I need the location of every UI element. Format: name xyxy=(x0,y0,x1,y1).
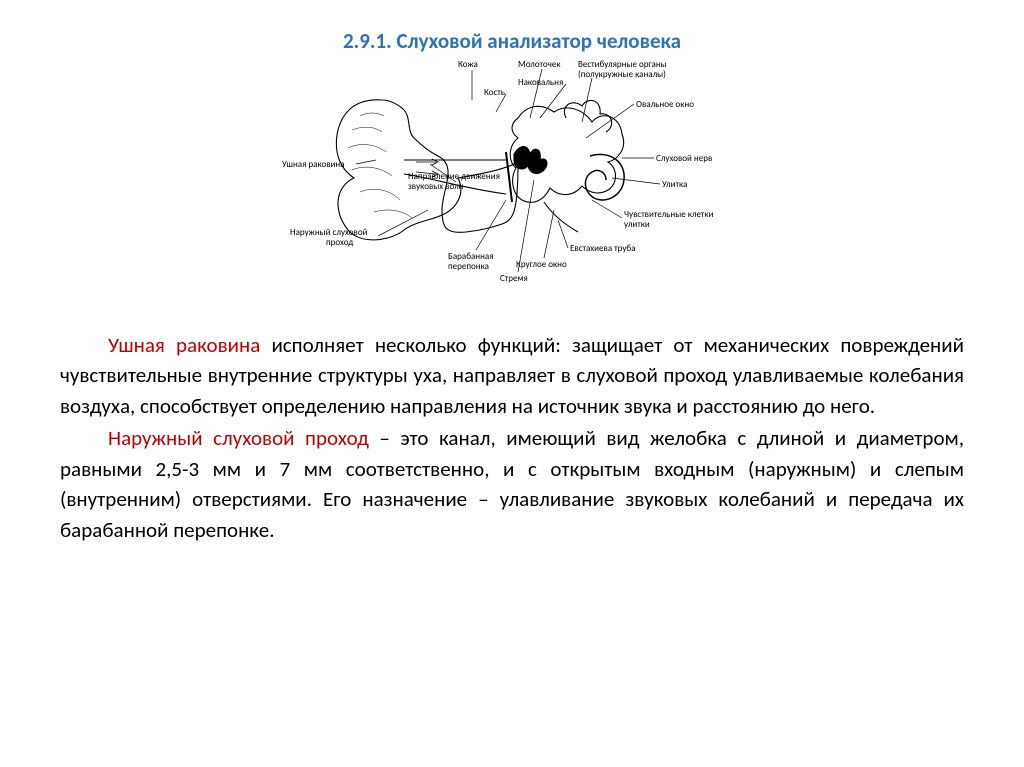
diagram-label-oval: Овальное окно xyxy=(636,100,694,109)
cochlea xyxy=(585,154,624,200)
diagram-label-krug: Круглое окно xyxy=(516,260,567,269)
diagram-label-vestib2: (полукружные каналы) xyxy=(578,70,666,79)
paragraph-1: Ушная раковина исполняет несколько функц… xyxy=(60,330,964,421)
diagram-label-nerve: Слуховой нерв xyxy=(656,154,712,163)
pinna-outline xyxy=(336,100,518,240)
diagram-label-ulitka: Улитка xyxy=(662,180,687,189)
section-heading: 2.9.1. Слуховой анализатор человека xyxy=(60,28,964,54)
diagram-label-nakovalnya: Наковальня xyxy=(518,78,563,87)
diagram-label-evst: Евстахиева труба xyxy=(570,244,636,253)
semicircular-canals xyxy=(564,100,611,132)
term-ear-canal: Наружный слуховой проход xyxy=(108,425,369,451)
diagram-label-napr2: звуковых волн xyxy=(408,182,463,191)
term-pinna: Ушная раковина xyxy=(108,332,260,358)
diagram-label-molotochek: Молоточек xyxy=(518,60,561,69)
diagram-label-rakovina: Ушная раковина xyxy=(282,160,345,169)
texture-lines xyxy=(348,113,412,218)
ossicles xyxy=(514,147,547,174)
diagram-label-kost: Кость xyxy=(484,88,505,97)
diagram-label-barab2: перепонка xyxy=(448,262,489,271)
diagram-label-cells2: улитки xyxy=(624,220,650,229)
ear-diagram: КожаКостьМолоточекНаковальняВестибулярны… xyxy=(282,60,742,300)
diagram-label-strema: Стремя xyxy=(500,274,528,283)
diagram-label-kozha: Кожа xyxy=(458,60,478,69)
diagram-label-nar2: проход xyxy=(326,238,353,247)
paragraph-2: Наружный слуховой проход – это канал, им… xyxy=(60,423,964,545)
